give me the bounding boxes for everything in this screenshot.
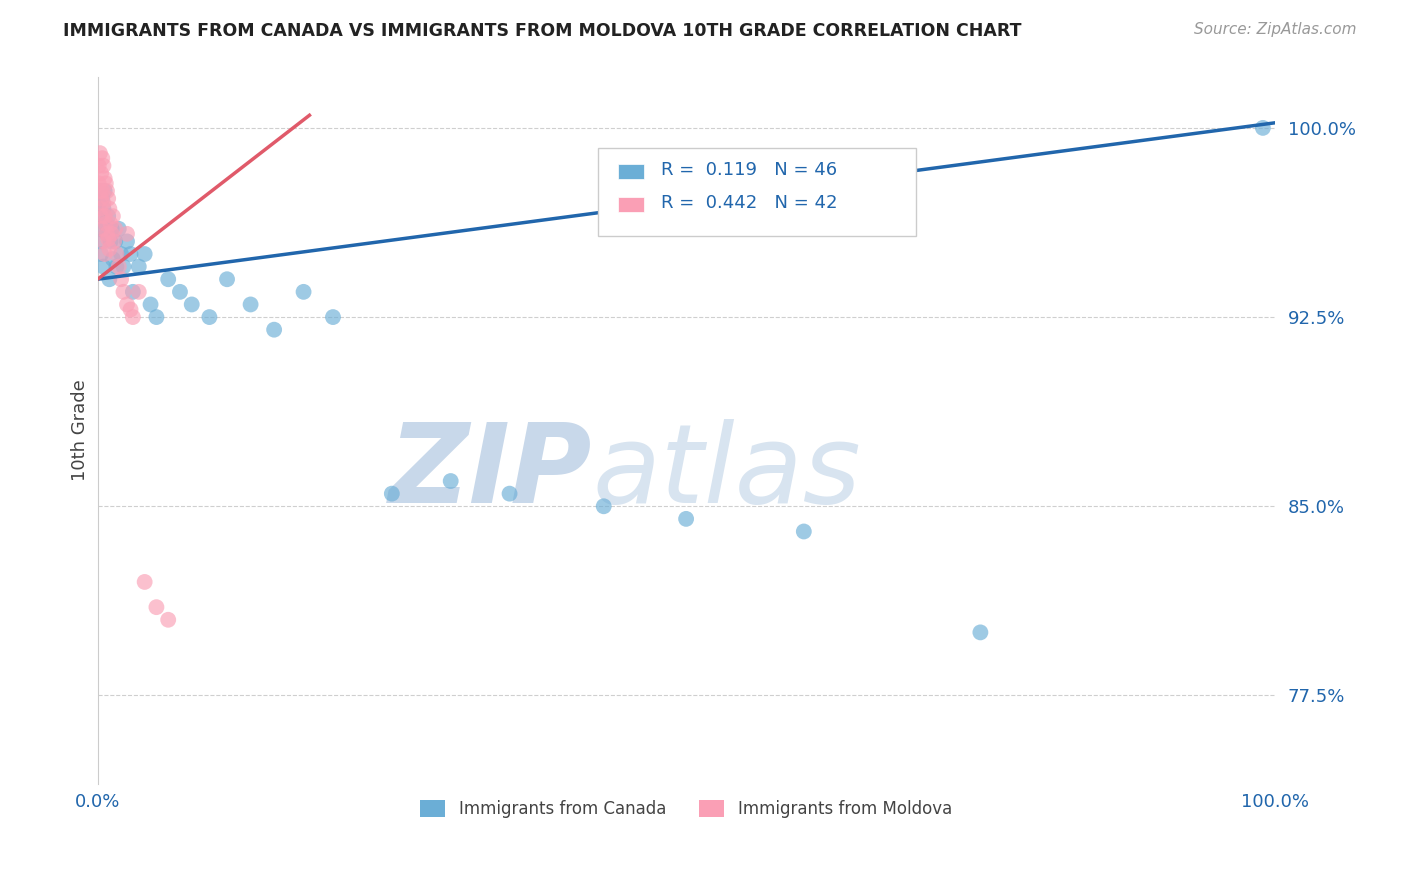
Point [96,227,118,241]
Point [105,260,128,274]
Point [128,285,150,299]
Point [90,192,112,206]
Point [100,217,122,231]
Point [87,159,110,173]
Point [134,247,156,261]
Point [239,297,262,311]
Point [90,209,112,223]
Point [98,202,121,216]
Point [90,209,112,223]
Point [96,227,118,241]
Point [91,235,114,249]
Point [93,235,115,249]
Point [104,235,127,249]
Point [101,209,124,223]
Point [97,209,120,223]
Point [97,232,120,246]
Point [292,285,315,299]
Point [90,247,112,261]
Point [263,323,285,337]
Point [91,192,114,206]
FancyBboxPatch shape [617,163,644,179]
Point [592,500,614,514]
Point [89,202,111,216]
Point [134,574,156,589]
Point [110,247,132,261]
FancyBboxPatch shape [617,197,644,212]
Point [498,486,520,500]
Point [112,285,135,299]
Text: R =  0.119   N = 46: R = 0.119 N = 46 [661,161,838,178]
Point [93,260,115,274]
Point [93,202,115,216]
Point [128,260,150,274]
Point [93,209,115,223]
Y-axis label: 10th Grade: 10th Grade [72,380,89,482]
Point [90,166,112,180]
Point [103,235,125,249]
Point [322,310,344,324]
Point [91,184,114,198]
Point [100,221,122,235]
Point [215,272,238,286]
Text: ZIP: ZIP [388,419,592,526]
Point [793,524,815,539]
Point [120,247,142,261]
Point [91,221,114,235]
Point [93,184,115,198]
Point [94,217,117,231]
Point [110,272,132,286]
FancyBboxPatch shape [598,148,915,236]
Text: Source: ZipAtlas.com: Source: ZipAtlas.com [1194,22,1357,37]
Point [91,151,114,165]
Point [157,613,180,627]
Point [381,486,404,500]
Point [93,171,115,186]
Point [115,235,138,249]
Point [96,184,118,198]
Point [89,146,111,161]
Point [122,310,145,324]
Point [112,260,135,274]
Point [1251,120,1274,135]
Point [969,625,991,640]
Point [98,272,121,286]
Point [89,184,111,198]
Point [93,196,115,211]
Text: R =  0.442   N = 42: R = 0.442 N = 42 [661,194,838,212]
Point [93,159,115,173]
Point [100,227,122,241]
Legend: Immigrants from Canada, Immigrants from Moldova: Immigrants from Canada, Immigrants from … [413,793,959,825]
Point [145,310,167,324]
Point [169,285,191,299]
Point [675,512,697,526]
Point [104,221,127,235]
Point [115,297,138,311]
Point [115,227,138,241]
Point [93,247,115,261]
Point [440,474,463,488]
Point [198,310,221,324]
Text: atlas: atlas [592,419,860,526]
Point [120,302,142,317]
Point [89,221,111,235]
Point [180,297,202,311]
Point [87,196,110,211]
Point [139,297,162,311]
Point [101,252,124,266]
Point [145,600,167,615]
Point [97,192,120,206]
Point [157,272,180,286]
Point [107,221,129,235]
Point [98,242,121,256]
Point [122,285,145,299]
Point [107,260,129,274]
Point [105,247,128,261]
Point [87,177,110,191]
Text: IMMIGRANTS FROM CANADA VS IMMIGRANTS FROM MOLDOVA 10TH GRADE CORRELATION CHART: IMMIGRANTS FROM CANADA VS IMMIGRANTS FRO… [63,22,1022,40]
Point [94,177,117,191]
Point [89,184,111,198]
Point [100,235,122,249]
Point [94,217,117,231]
